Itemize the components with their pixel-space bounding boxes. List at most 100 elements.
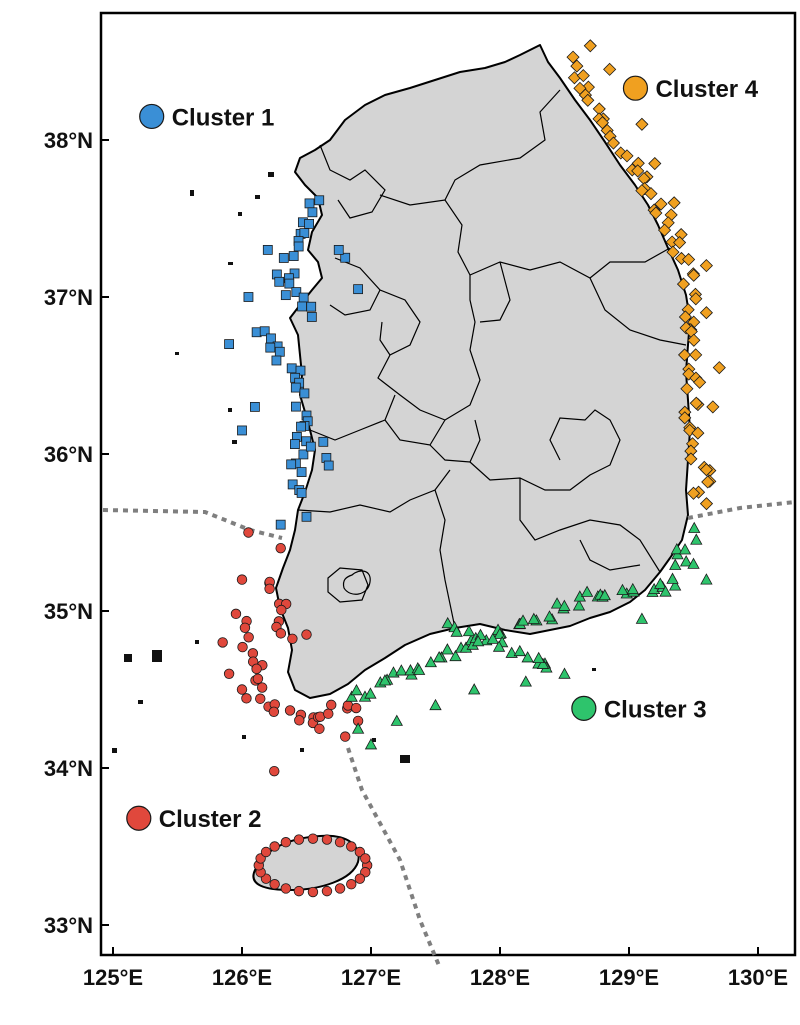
cluster-marker bbox=[532, 651, 545, 663]
cluster-marker bbox=[441, 643, 454, 655]
cluster-marker bbox=[432, 650, 446, 663]
cluster-marker bbox=[351, 722, 365, 734]
cluster-marker bbox=[598, 588, 611, 601]
cluster-marker bbox=[583, 39, 597, 53]
cluster-marker bbox=[278, 253, 289, 263]
cluster-marker bbox=[513, 644, 526, 657]
cluster-marker bbox=[519, 675, 532, 687]
y-tick-label: 37°N bbox=[44, 285, 93, 310]
cluster-marker bbox=[616, 583, 629, 595]
cluster-marker bbox=[239, 622, 251, 633]
cluster-marker bbox=[293, 241, 304, 252]
cluster-marker bbox=[243, 632, 254, 643]
cluster-marker bbox=[293, 885, 305, 897]
cluster-marker bbox=[299, 388, 310, 399]
legend-swatch bbox=[622, 75, 649, 101]
cluster-marker bbox=[306, 301, 317, 312]
cluster-marker bbox=[294, 715, 305, 726]
cluster-marker bbox=[360, 853, 371, 864]
cluster-marker bbox=[236, 574, 248, 585]
cluster-marker bbox=[690, 533, 703, 545]
cluster-marker bbox=[237, 641, 248, 653]
cluster-marker bbox=[441, 616, 454, 629]
cluster-marker bbox=[678, 543, 692, 555]
cluster-marker bbox=[649, 206, 663, 220]
cluster-legend: Cluster 1 Cluster 2 Cluster 3 Cluster 4 bbox=[126, 75, 759, 833]
cluster-group bbox=[566, 39, 726, 511]
cluster-marker bbox=[648, 156, 662, 171]
cluster-marker bbox=[284, 705, 296, 716]
legend-swatch bbox=[139, 103, 165, 130]
cluster-marker bbox=[323, 708, 334, 719]
cluster-marker bbox=[543, 610, 556, 622]
province-boundaries bbox=[297, 89, 687, 629]
cluster-marker bbox=[286, 459, 297, 470]
cluster-marker bbox=[304, 218, 315, 229]
cluster-marker bbox=[256, 682, 268, 693]
cluster-marker bbox=[689, 396, 703, 410]
cluster-marker bbox=[673, 235, 687, 250]
cluster-marker bbox=[249, 401, 260, 412]
cluster-marker bbox=[340, 731, 351, 742]
cluster-marker bbox=[275, 519, 286, 530]
cluster-marker bbox=[566, 50, 580, 64]
cluster-marker bbox=[670, 543, 683, 555]
cluster-marker bbox=[699, 259, 713, 273]
legend-label: Cluster 3 bbox=[604, 696, 707, 723]
cluster-marker bbox=[350, 702, 362, 714]
cluster-marker bbox=[321, 885, 333, 897]
cluster-marker bbox=[581, 93, 595, 107]
cluster-marker bbox=[287, 479, 298, 490]
cluster-marker bbox=[687, 557, 700, 569]
x-tick-label: 127°E bbox=[341, 965, 401, 990]
cluster-marker bbox=[291, 287, 302, 297]
cluster-marker bbox=[243, 527, 254, 538]
y-tick-label: 33°N bbox=[44, 913, 93, 938]
cluster-marker bbox=[286, 363, 297, 374]
cluster-marker bbox=[412, 663, 426, 675]
cluster-marker bbox=[679, 555, 693, 567]
x-tick-label: 128°E bbox=[470, 965, 530, 990]
cluster-marker bbox=[236, 684, 248, 695]
cluster-marker bbox=[297, 301, 308, 312]
cluster-marker bbox=[262, 244, 273, 255]
cluster-marker bbox=[682, 252, 696, 267]
cluster-marker bbox=[572, 599, 586, 611]
cluster-marker bbox=[353, 284, 364, 295]
cluster-marker bbox=[334, 837, 346, 848]
cluster-marker bbox=[521, 651, 534, 663]
cluster-marker bbox=[264, 583, 275, 594]
cluster-marker bbox=[304, 198, 315, 209]
cluster-marker bbox=[558, 599, 571, 611]
cluster-marker bbox=[395, 664, 408, 676]
cluster-marker bbox=[659, 585, 672, 597]
cluster-marker bbox=[606, 136, 621, 150]
cluster-marker bbox=[666, 245, 680, 259]
scattered-islands bbox=[112, 172, 596, 763]
cluster-marker bbox=[269, 879, 280, 890]
cluster-marker bbox=[265, 342, 276, 353]
cluster-marker bbox=[580, 585, 594, 597]
ulleung-island bbox=[342, 570, 371, 595]
cluster-marker bbox=[298, 292, 309, 303]
cluster-marker bbox=[667, 196, 681, 210]
cluster-marker bbox=[305, 441, 316, 452]
cluster-marker bbox=[307, 833, 319, 844]
legend-label: Cluster 1 bbox=[172, 104, 275, 131]
cluster-marker bbox=[217, 637, 228, 648]
cluster-marker bbox=[276, 604, 287, 616]
cluster-marker bbox=[644, 187, 658, 201]
cluster-markers bbox=[217, 39, 726, 898]
cluster-marker bbox=[268, 706, 280, 718]
cluster-marker bbox=[291, 401, 301, 412]
x-tick-label: 130°E bbox=[728, 965, 788, 990]
cluster-marker bbox=[603, 62, 617, 76]
cluster-marker bbox=[243, 292, 254, 302]
cluster-marker bbox=[364, 738, 378, 750]
axis-ticks: 125°E 126°E 127°E 128°E 129°E 130°E 33°N 34°N 35… bbox=[44, 128, 788, 990]
cluster-marker bbox=[678, 348, 692, 362]
cluster-marker bbox=[620, 149, 634, 163]
legend-label: Cluster 2 bbox=[159, 806, 262, 833]
cluster-marker bbox=[699, 306, 713, 320]
cluster-marker bbox=[275, 628, 287, 639]
